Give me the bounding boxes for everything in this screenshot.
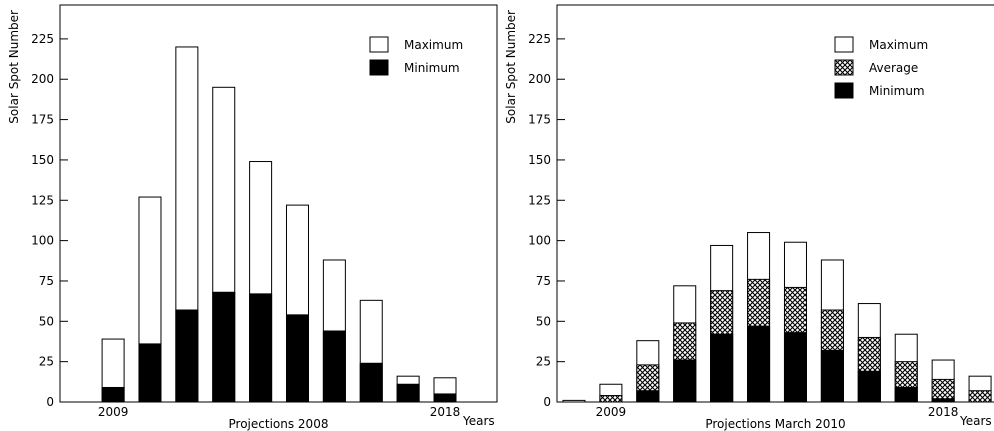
y-axis-title: Solar Spot Number [504,10,518,124]
bar [820,349,844,403]
chart: 0 25 50 75 100 125 150 175 200 225 2009 2018 Maximum… [7,4,498,431]
y-tick-label: 100 [31,234,54,248]
bar [359,362,383,403]
y-tick-label: 125 [31,193,54,207]
chart: 0 25 50 75 100 125 150 175 200 225 2009 2018 Maximum… [504,4,994,431]
bar [396,383,420,403]
plot-frame [59,4,498,403]
plot-frame [556,4,994,403]
y-tick-label: 225 [528,32,551,46]
bar [894,386,918,403]
y-tick-label: 0 [46,395,54,409]
bar [433,393,457,403]
bar [857,370,881,403]
bar [710,333,734,403]
legend-label: Average [869,61,918,75]
bar [636,390,660,403]
legend-swatch [369,59,389,76]
legend-swatch [834,82,854,99]
y-tick-label: 25 [536,355,551,369]
bar [968,390,992,403]
x-tick-label: 2009 [596,405,627,419]
bar [101,386,125,403]
y-tick-label: 25 [39,355,54,369]
x-axis-title: Projections 2008 [229,417,329,431]
x-tick-label: 2018 [430,405,461,419]
y-tick-label: 200 [31,72,54,86]
y-tick-label: 75 [536,274,551,288]
bar [673,359,697,403]
y-tick-label: 175 [31,113,54,127]
bar [249,293,273,403]
x-tick-label: 2009 [98,405,129,419]
y-tick-label: 100 [528,234,551,248]
legend-swatch [834,36,854,53]
legend-label: Minimum [404,61,460,75]
bar [212,291,236,403]
legend-label: Maximum [404,38,463,52]
bar [783,332,807,403]
legend-swatch [834,59,854,76]
y-axis-title: Solar Spot Number [7,10,21,124]
bar [285,314,309,403]
x-axis-title: Projections March 2010 [705,417,845,431]
y-tick-label: 75 [39,274,54,288]
x-unit-label: Years [959,414,992,428]
bar [175,309,199,403]
bar [747,325,771,403]
y-tick-label: 50 [536,314,551,328]
legend-swatch [369,36,389,53]
y-tick-label: 50 [39,314,54,328]
y-tick-label: 150 [528,153,551,167]
x-tick-label: 2018 [928,405,959,419]
y-tick-label: 150 [31,153,54,167]
y-tick-label: 125 [528,193,551,207]
y-tick-label: 200 [528,72,551,86]
charts: 0 25 50 75 100 125 150 175 200 225 2009 2018 Maximum… [7,4,994,431]
x-unit-label: Years [462,414,495,428]
legend-label: Minimum [869,84,925,98]
legend-label: Maximum [869,38,928,52]
y-tick-label: 0 [543,395,551,409]
bar [599,395,623,403]
bar [138,343,162,403]
bar [322,330,346,403]
y-tick-label: 175 [528,113,551,127]
y-tick-label: 225 [31,32,54,46]
